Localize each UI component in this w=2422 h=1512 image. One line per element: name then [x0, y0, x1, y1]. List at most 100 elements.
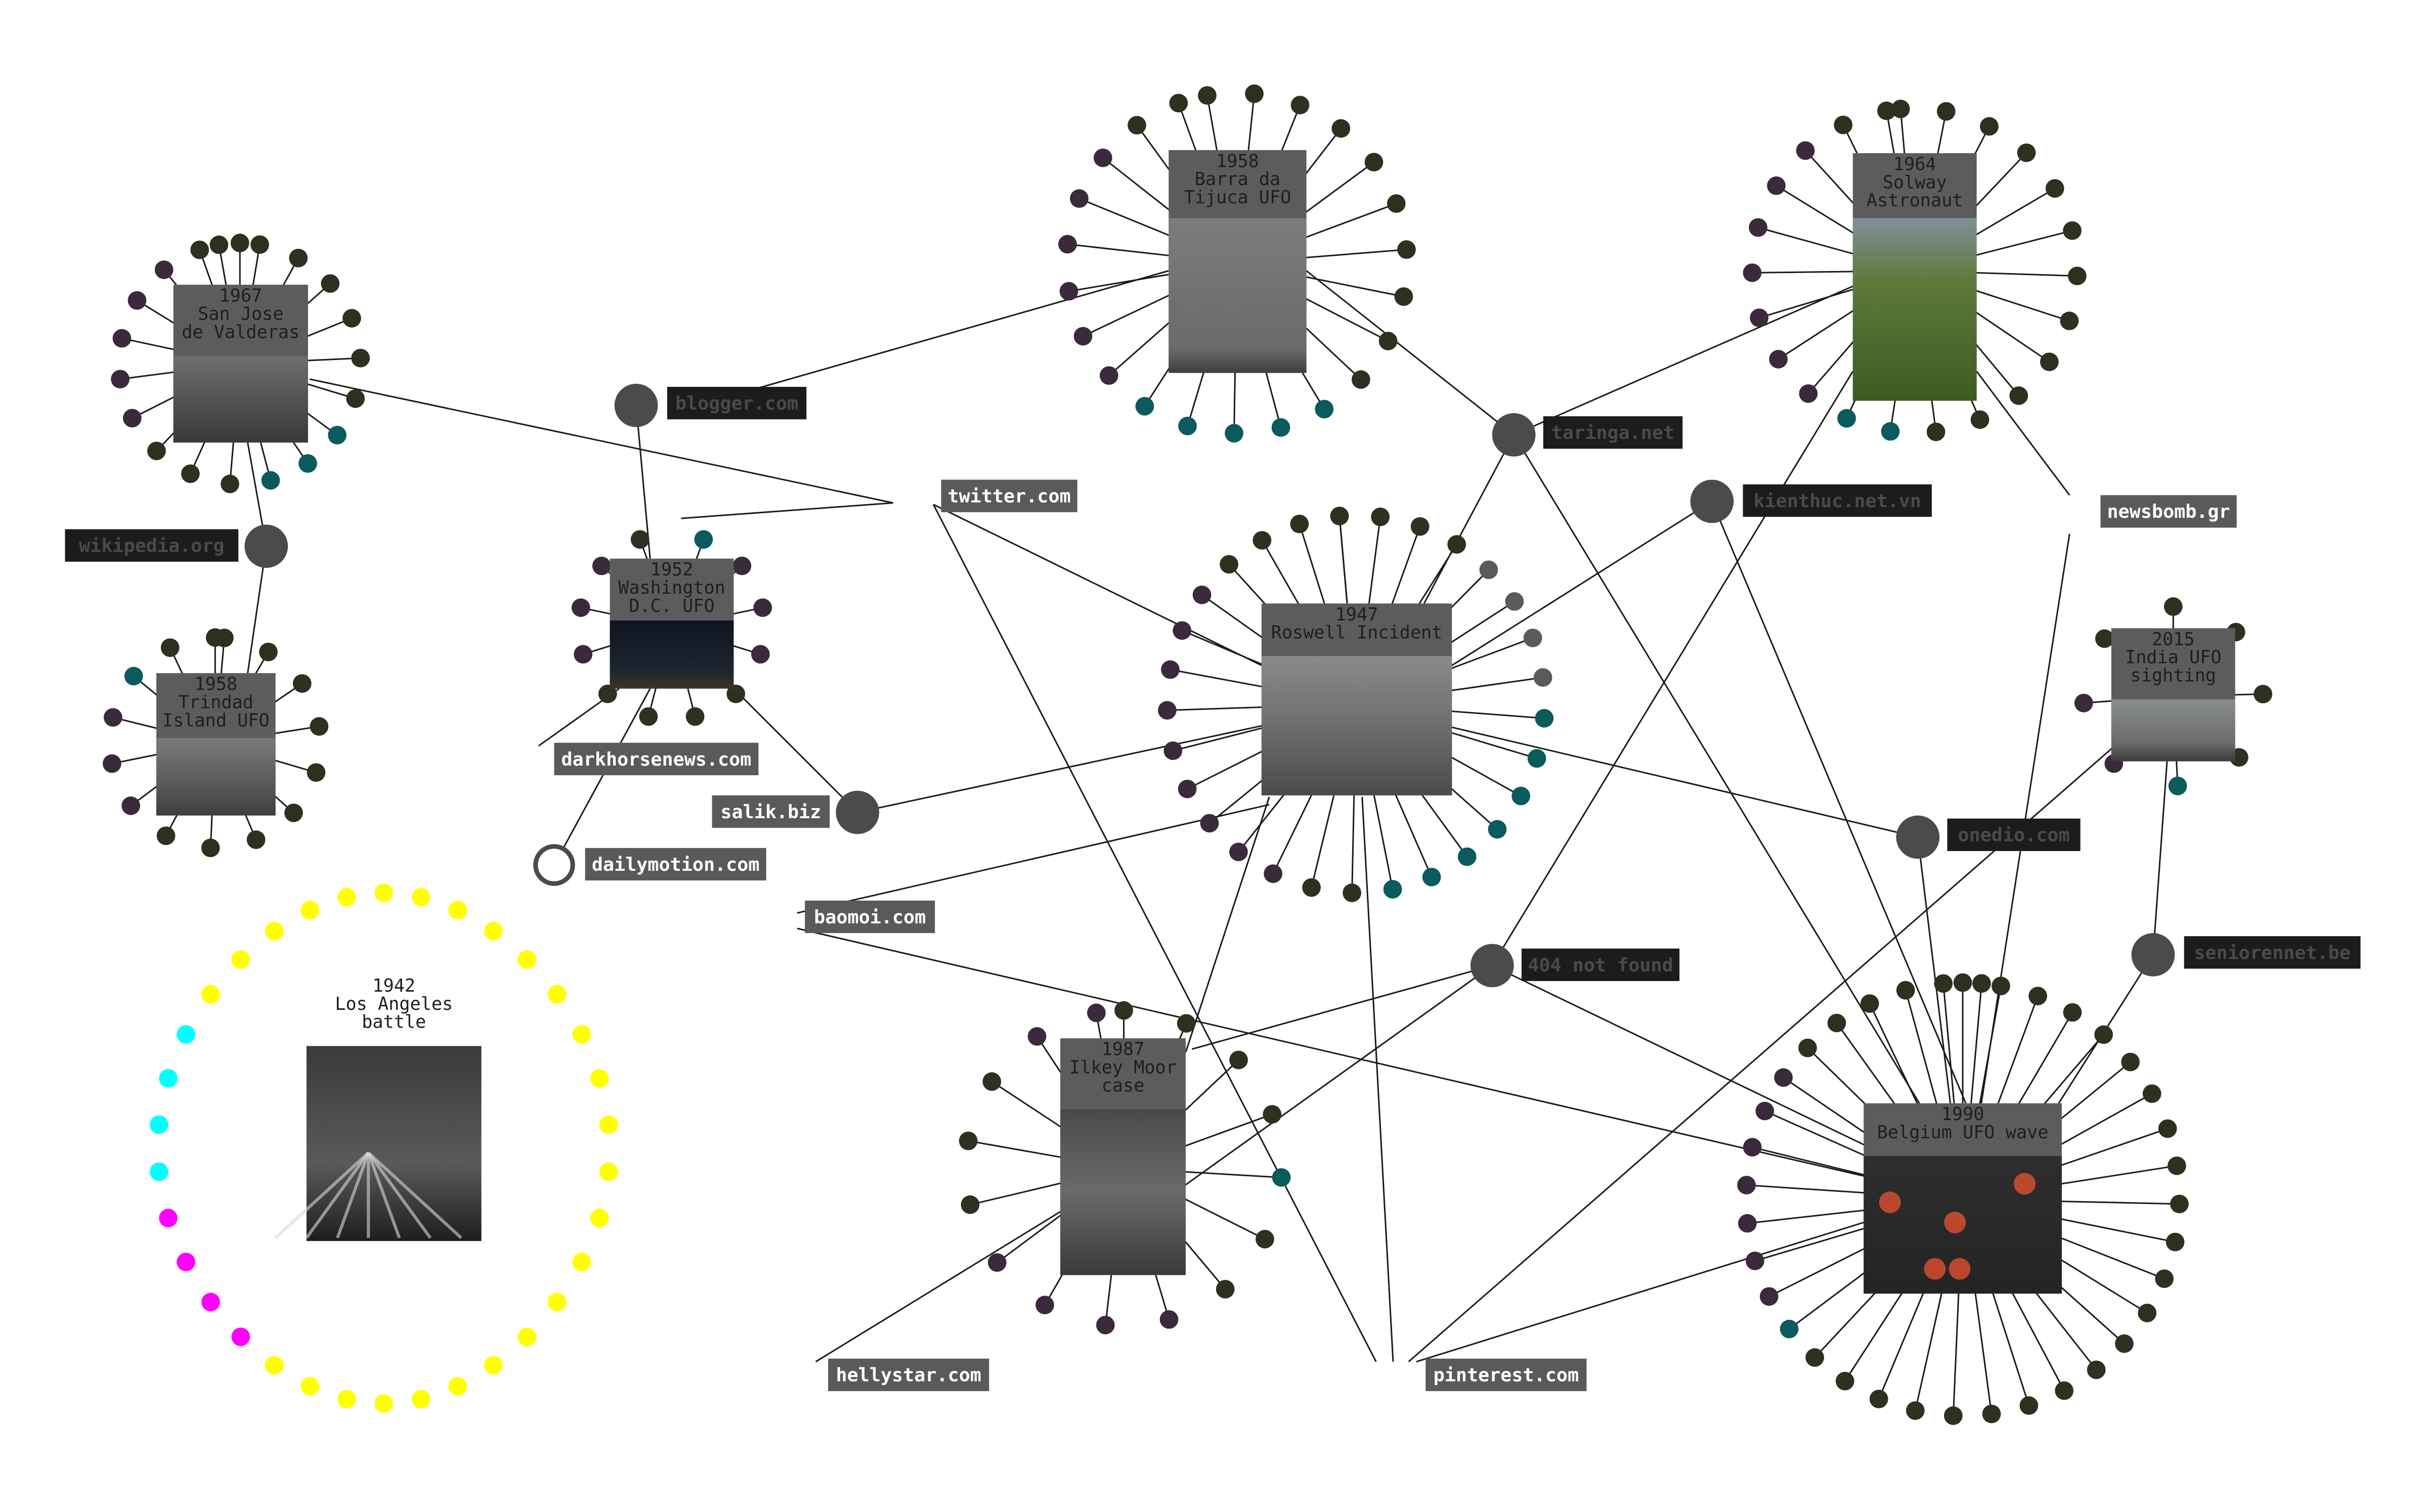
related-item-dot[interactable] [1805, 1348, 1824, 1367]
related-item-dot[interactable] [753, 598, 772, 617]
site-label[interactable]: darkhorsenews.com [561, 748, 752, 770]
site-label[interactable]: dailymotion.com [592, 854, 760, 875]
site-label[interactable]: newsbomb.gr [2107, 501, 2230, 522]
related-item-dot[interactable] [1245, 84, 1264, 103]
related-item-dot[interactable] [1523, 629, 1542, 647]
site-label-box[interactable] [2100, 495, 2237, 528]
related-item-dot[interactable] [160, 638, 180, 657]
site-label-box[interactable] [65, 529, 239, 562]
site-label-box[interactable] [1425, 1358, 1587, 1391]
site-node-circle[interactable] [1492, 413, 1536, 457]
related-item-dot[interactable] [156, 826, 176, 846]
related-item-dot[interactable] [1256, 1230, 1274, 1249]
site-label[interactable]: seniorennet.be [2194, 942, 2351, 963]
related-item-dot[interactable] [1177, 1014, 1196, 1033]
site-label-box[interactable] [554, 742, 759, 776]
site-kienthuc[interactable]: kienthuc.net.vn [1690, 479, 1932, 523]
related-item-dot[interactable] [1229, 1050, 1248, 1070]
related-item-dot[interactable] [1128, 116, 1146, 135]
related-item-dot[interactable] [2121, 1052, 2140, 1072]
related-item-dot[interactable] [1290, 514, 1309, 533]
related-item-dot[interactable] [1331, 119, 1351, 138]
related-item-dot[interactable] [484, 1356, 503, 1375]
related-item-dot[interactable] [1315, 399, 1334, 419]
site-label[interactable]: wikipedia.org [79, 535, 224, 557]
related-item-dot[interactable] [599, 1115, 618, 1134]
related-item-dot[interactable] [1096, 1315, 1115, 1335]
related-item-dot[interactable] [1035, 1296, 1054, 1314]
related-item-dot[interactable] [1263, 1105, 1282, 1124]
related-item-dot[interactable] [1743, 1138, 1762, 1157]
related-item-dot[interactable] [1394, 287, 1413, 306]
related-item-dot[interactable] [2017, 143, 2036, 162]
site-label[interactable]: twitter.com [948, 485, 1071, 507]
related-item-dot[interactable] [1093, 148, 1112, 167]
related-item-dot[interactable] [1364, 153, 1383, 171]
related-item-dot[interactable] [2067, 266, 2087, 286]
related-item-dot[interactable] [1869, 1390, 1888, 1408]
site-twitter[interactable]: twitter.com [941, 479, 1077, 512]
related-item-dot[interactable] [590, 1209, 609, 1228]
related-item-dot[interactable] [2028, 987, 2047, 1006]
related-item-dot[interactable] [1953, 973, 1972, 992]
site-onedio[interactable]: onedio.com [1896, 815, 2081, 859]
related-item-dot[interactable] [517, 1327, 537, 1347]
site-label-box[interactable] [805, 900, 935, 933]
related-item-dot[interactable] [1891, 100, 1910, 118]
related-item-dot[interactable] [411, 887, 430, 907]
related-item-dot[interactable] [1058, 235, 1077, 254]
related-item-dot[interactable] [574, 645, 593, 664]
related-item-dot[interactable] [159, 1069, 178, 1088]
related-item-dot[interactable] [1759, 1287, 1779, 1306]
related-item-dot[interactable] [2164, 597, 2183, 616]
related-item-dot[interactable] [1769, 349, 1788, 369]
site-label-box[interactable] [941, 479, 1077, 512]
related-item-dot[interactable] [265, 921, 284, 941]
related-item-dot[interactable] [1944, 1406, 1963, 1425]
related-item-dot[interactable] [1330, 507, 1349, 525]
related-item-dot[interactable] [961, 1195, 980, 1214]
related-item-dot[interactable] [1378, 332, 1398, 350]
related-item-dot[interactable] [547, 985, 567, 1004]
related-item-dot[interactable] [1272, 1168, 1291, 1187]
site-label[interactable]: taringa.net [1551, 422, 1674, 443]
related-item-dot[interactable] [1220, 555, 1238, 574]
related-item-dot[interactable] [1835, 1371, 1854, 1391]
site-label[interactable]: blogger.com [675, 392, 798, 414]
related-item-dot[interactable] [150, 1115, 168, 1134]
related-item-dot[interactable] [2045, 179, 2064, 198]
related-item-dot[interactable] [1877, 101, 1896, 120]
site-pinterest[interactable]: pinterest.com [1425, 1358, 1587, 1391]
related-item-dot[interactable] [1178, 779, 1197, 798]
related-item-dot[interactable] [517, 950, 537, 969]
related-item-dot[interactable] [1161, 660, 1180, 679]
related-item-dot[interactable] [1422, 867, 1441, 886]
related-item-dot[interactable] [1173, 621, 1192, 640]
related-item-dot[interactable] [374, 1394, 394, 1413]
related-item-dot[interactable] [337, 1390, 356, 1409]
related-item-dot[interactable] [337, 887, 356, 907]
related-item-dot[interactable] [292, 674, 312, 693]
related-item-dot[interactable] [321, 274, 340, 293]
related-item-dot[interactable] [111, 370, 129, 389]
related-item-dot[interactable] [1158, 701, 1177, 720]
related-item-dot[interactable] [1027, 1027, 1047, 1046]
site-node-circle[interactable] [614, 383, 658, 427]
related-item-dot[interactable] [300, 1376, 320, 1396]
site-node-circle[interactable] [533, 844, 575, 886]
related-item-dot[interactable] [201, 985, 220, 1004]
related-item-dot[interactable] [127, 291, 147, 310]
site-label-box[interactable] [667, 387, 807, 420]
site-seniorennet[interactable]: seniorennet.be [2131, 933, 2361, 976]
related-item-dot[interactable] [230, 234, 249, 252]
related-item-dot[interactable] [1936, 102, 1956, 121]
related-item-dot[interactable] [2170, 1194, 2189, 1214]
site-node-circle[interactable] [1896, 815, 1940, 859]
related-item-dot[interactable] [124, 666, 143, 686]
related-item-dot[interactable] [1114, 1001, 1133, 1020]
site-darkhorse[interactable]: darkhorsenews.com [554, 742, 759, 776]
related-item-dot[interactable] [547, 1293, 567, 1312]
related-item-dot[interactable] [2167, 1156, 2186, 1175]
